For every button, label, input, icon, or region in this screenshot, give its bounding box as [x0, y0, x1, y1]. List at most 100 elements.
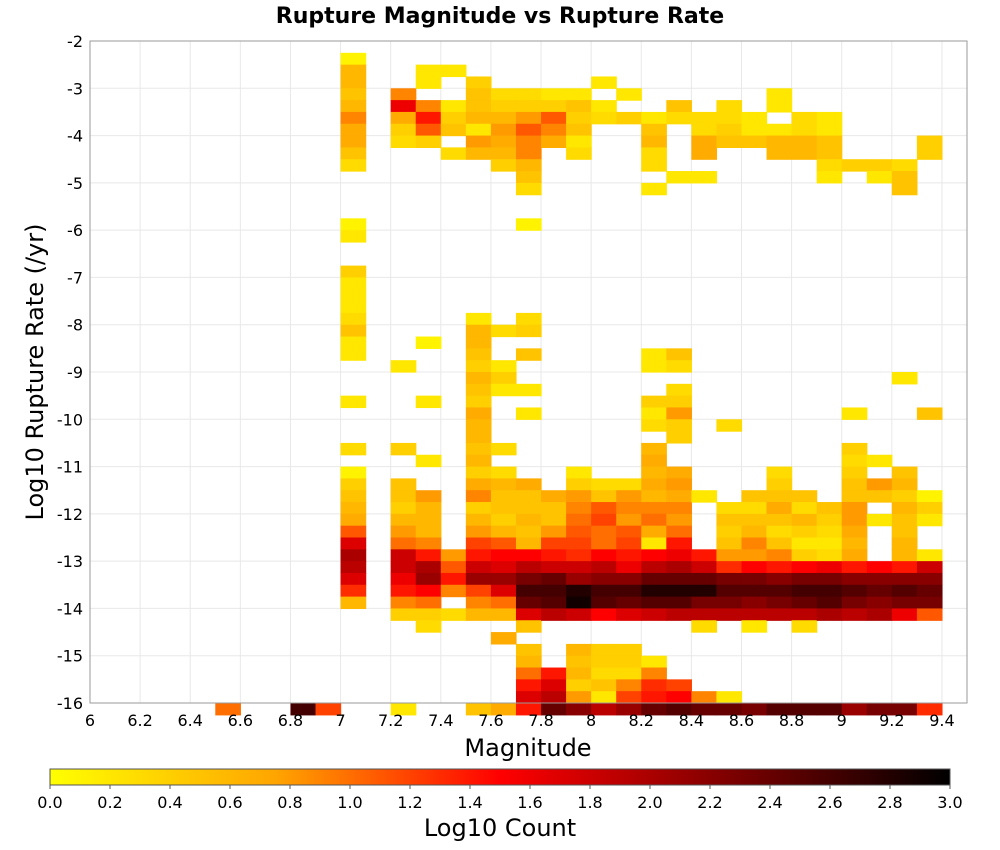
heatmap-cell: [766, 549, 793, 562]
heatmap-cell: [791, 123, 818, 137]
y-tick-label: -2: [67, 32, 83, 51]
heatmap-cell: [641, 123, 667, 137]
heatmap-cell: [841, 442, 868, 456]
heatmap-cell: [541, 135, 567, 148]
heatmap-cell: [641, 466, 667, 479]
heatmap-cell: [616, 643, 642, 657]
heatmap-cell: [741, 584, 768, 598]
heatmap-cell: [465, 147, 492, 160]
chart-title: Rupture Magnitude vs Rupture Rate: [276, 4, 724, 29]
heatmap-cell: [415, 584, 442, 598]
heatmap-cell: [816, 502, 843, 515]
heatmap-cell: [340, 88, 367, 101]
heatmap-cell: [465, 431, 492, 444]
heatmap-cell: [566, 135, 592, 148]
heatmap-cell: [816, 111, 843, 125]
heatmap-cell: [841, 561, 868, 574]
colorbar-tick-label: 3.0: [937, 793, 962, 812]
heatmap-cell: [465, 407, 492, 420]
x-tick-label: 9.2: [879, 711, 904, 730]
heatmap-cell: [591, 691, 617, 704]
heatmap-cell: [340, 100, 367, 113]
heatmap-cell: [816, 703, 843, 716]
heatmap-cell: [440, 64, 467, 78]
x-tick-label: 9.4: [929, 711, 954, 730]
heatmap-cell: [415, 502, 442, 515]
heatmap-cell: [591, 76, 617, 89]
y-tick-label: -4: [67, 127, 83, 146]
heatmap-cell: [566, 88, 592, 101]
heatmap-cell: [340, 147, 367, 160]
heatmap-cell: [891, 525, 918, 539]
heatmap-cell: [716, 691, 743, 704]
heatmap-cell: [891, 549, 918, 562]
heatmap-cell: [566, 667, 592, 680]
heatmap-cell: [515, 643, 542, 657]
heatmap-cell: [465, 561, 492, 574]
heatmap-cell: [340, 135, 367, 148]
heatmap-cell: [791, 537, 818, 550]
heatmap-cell: [515, 679, 542, 692]
heatmap-cell: [666, 703, 692, 716]
heatmap-cell: [741, 703, 768, 716]
heatmap-cell: [465, 324, 492, 338]
heatmap-cell: [415, 454, 442, 468]
heatmap-cell: [566, 655, 592, 669]
heatmap-cell: [515, 111, 542, 125]
heatmap-cell: [716, 525, 743, 539]
heatmap-cell: [716, 561, 743, 574]
heatmap-cell: [465, 572, 492, 586]
heatmap-cell: [515, 123, 542, 137]
colorbar-tick-label: 0.6: [217, 793, 242, 812]
heatmap-cell: [390, 608, 417, 621]
heatmap-cell: [390, 537, 417, 550]
heatmap-cell: [490, 135, 517, 148]
heatmap-cell: [816, 561, 843, 574]
heatmap-cell: [340, 478, 367, 491]
heatmap-cell: [591, 667, 617, 680]
heatmap-cell: [340, 442, 367, 456]
heatmap-cell: [390, 596, 417, 610]
heatmap-cell: [515, 620, 542, 633]
heatmap-cell: [716, 123, 743, 137]
heatmap-cell: [515, 407, 542, 420]
x-tick-label: 8.4: [679, 711, 704, 730]
heatmap-cell: [390, 561, 417, 574]
heatmap-cell: [716, 596, 743, 610]
heatmap-cell: [515, 478, 542, 491]
y-tick-label: -14: [57, 599, 83, 618]
heatmap-cell: [616, 596, 642, 610]
heatmap-cell: [465, 490, 492, 503]
heatmap-cell: [766, 596, 793, 610]
heatmap-cell: [666, 407, 692, 420]
x-tick-label: 8.2: [629, 711, 654, 730]
x-tick-label: 6.4: [178, 711, 203, 730]
heatmap-cell: [515, 703, 542, 716]
heatmap-cell: [465, 584, 492, 598]
heatmap-cell: [766, 88, 793, 101]
heatmap-cell: [891, 572, 918, 586]
heatmap-cell: [616, 703, 642, 716]
heatmap-cell: [766, 147, 793, 160]
heatmap-cell: [465, 549, 492, 562]
heatmap-cell: [616, 525, 642, 539]
heatmap-cell: [691, 135, 718, 148]
heatmap-cell: [716, 111, 743, 125]
heatmap-cell: [791, 584, 818, 598]
heatmap-cell: [415, 395, 442, 409]
heatmap-cell: [340, 336, 367, 349]
heatmap-cell: [716, 419, 743, 432]
heatmap-cell: [566, 584, 592, 598]
x-tick-label: 7.6: [478, 711, 503, 730]
heatmap-cell: [415, 135, 442, 148]
heatmap-cell: [691, 171, 718, 184]
heatmap-cell: [666, 608, 692, 621]
heatmap-cell: [340, 348, 367, 361]
y-tick-label: -5: [67, 174, 83, 193]
heatmap-cell: [390, 584, 417, 598]
colorbar: [49, 768, 951, 786]
heatmap-cell: [766, 490, 793, 503]
heatmap-cell: [866, 608, 893, 621]
heatmap-cell: [415, 572, 442, 586]
heatmap-cell: [340, 572, 367, 586]
